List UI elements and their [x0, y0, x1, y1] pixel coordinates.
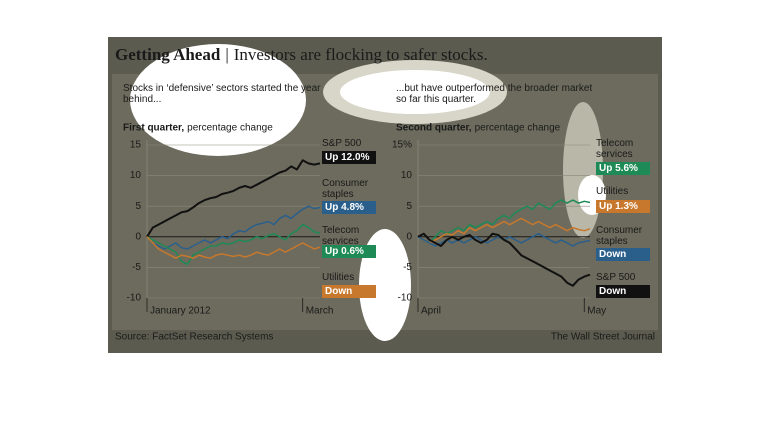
legend-label: Utilities — [322, 272, 355, 283]
end-value-label: Up 5.6% — [596, 162, 650, 175]
end-value-label: Down 0.6% — [596, 248, 650, 261]
end-value-label: Up 12.0% — [322, 151, 376, 164]
y-tick-label: 15% — [392, 140, 412, 151]
highlight — [340, 70, 490, 114]
legend-label: Telecom services — [596, 138, 634, 160]
series-line — [146, 223, 321, 266]
y-tick-label: 5 — [406, 201, 412, 212]
end-value-label: Down 1.7% — [322, 285, 376, 298]
title: Investors are flocking to safer stocks. — [234, 45, 488, 64]
axis-label-bold: Second quarter, — [396, 123, 472, 134]
axis-label: percentage change — [187, 123, 273, 134]
series-line — [146, 205, 321, 250]
legend-label-box: S&P 500 — [596, 272, 636, 283]
legend-label: Consumer staples — [322, 178, 369, 200]
legend-label-box: S&P 500 — [322, 138, 362, 149]
axis-label: percentage change — [475, 123, 561, 134]
series-line — [146, 236, 321, 259]
subtitle: ...but have outperformed the broader mar… — [396, 83, 593, 105]
subtitle-box: Stocks in ‘defensive’ sectors started th… — [123, 83, 321, 105]
legend-label-box: Consumer staples — [322, 178, 369, 200]
y-tick-label: 0 — [135, 231, 141, 242]
end-value-label-box: Down 0.6% — [596, 248, 650, 261]
x-tick-label: January 2012 — [150, 306, 211, 317]
series-line — [417, 232, 591, 287]
y-tick-label: 15 — [130, 140, 142, 151]
legend-label: S&P 500 — [596, 272, 636, 283]
y-tick-label: -10 — [398, 293, 413, 304]
end-value-label-box: Up 12.0% — [322, 151, 376, 164]
end-value-label: Up 1.3% — [596, 200, 650, 213]
y-tick-label: -5 — [403, 262, 412, 273]
series-line — [146, 159, 321, 238]
highlight — [130, 44, 306, 156]
series-line — [417, 217, 591, 244]
end-value-label: Up 0.6% — [322, 245, 376, 258]
x-tick-label: May — [587, 306, 606, 317]
end-value-label-box: Up 1.3% — [596, 200, 650, 213]
legend-label: Telecom services — [322, 225, 360, 247]
end-value-label-box: Up 4.8% — [322, 201, 376, 214]
end-value-label-box: Up 5.6% — [596, 162, 650, 175]
y-tick-label: 10 — [130, 170, 142, 181]
title-bold: Getting Ahead — [115, 45, 221, 64]
x-tick-label: March — [306, 306, 334, 317]
legend-label: Consumer staples — [596, 225, 643, 247]
y-tick-label: -10 — [127, 293, 142, 304]
subtitle: Stocks in ‘defensive’ sectors started th… — [123, 83, 321, 105]
y-tick-label: 10 — [401, 170, 413, 181]
end-value-label-box: Down 1.7% — [322, 285, 376, 298]
axis-label-bold: First quarter, — [123, 123, 184, 134]
legend-label: S&P 500 — [322, 138, 362, 149]
end-value-label-box: Up 0.6% — [322, 245, 376, 258]
end-value-label: Down 6.2% — [596, 285, 650, 298]
legend-label-box: Utilities — [596, 186, 629, 197]
end-value-label-box: Down 6.2% — [596, 285, 650, 298]
y-tick-label: 0 — [406, 231, 412, 242]
y-tick-label: 5 — [135, 201, 141, 212]
subtitle-box: ...but have outperformed the broader mar… — [396, 83, 593, 105]
source: Source: FactSet Research Systems — [115, 332, 273, 343]
legend-label-box: Telecom services — [322, 225, 360, 247]
legend-label-box: Telecom services — [596, 138, 634, 160]
x-tick-label: April — [421, 306, 441, 317]
title-separator: | — [225, 45, 228, 64]
y-tick-label: -5 — [132, 262, 141, 273]
legend-label: Utilities — [596, 186, 629, 197]
legend-label-box: Utilities — [322, 272, 355, 283]
legend-label-box: Consumer staples — [596, 225, 643, 247]
credit: The Wall Street Journal — [551, 332, 655, 343]
end-value-label: Up 4.8% — [322, 201, 376, 214]
